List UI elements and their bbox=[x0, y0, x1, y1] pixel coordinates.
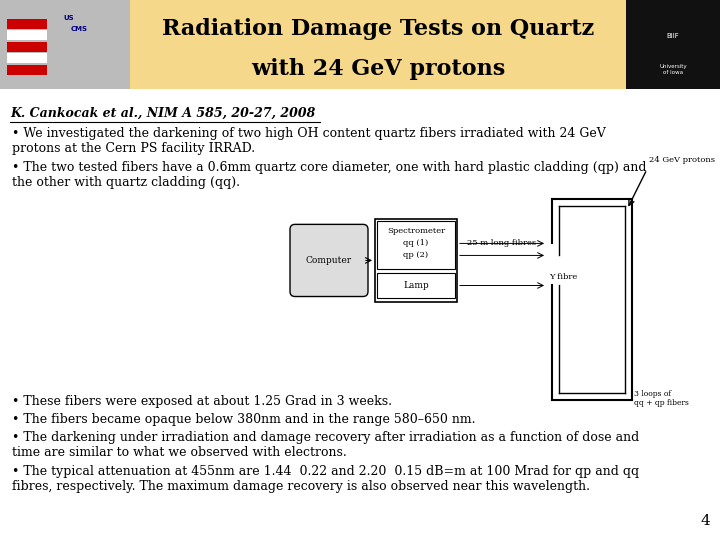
Bar bbox=[7, 42, 47, 52]
Bar bbox=[0, 0, 130, 89]
FancyBboxPatch shape bbox=[290, 225, 368, 296]
Text: • The typical attenuation at 455nm are 1.44  0.22 and 2.20  0.15 dB=m at 100 Mra: • The typical attenuation at 455nm are 1… bbox=[12, 465, 639, 493]
Bar bbox=[375, 219, 457, 301]
Bar bbox=[377, 273, 455, 298]
Text: Computer: Computer bbox=[306, 256, 352, 265]
Text: 25 m long fibres: 25 m long fibres bbox=[467, 239, 536, 247]
Bar bbox=[7, 19, 47, 29]
Text: CMS: CMS bbox=[71, 26, 88, 32]
Bar bbox=[626, 0, 720, 89]
Text: 24 GeV protons: 24 GeV protons bbox=[649, 156, 715, 164]
Text: Lamp: Lamp bbox=[403, 281, 429, 290]
Text: with 24 GeV protons: with 24 GeV protons bbox=[251, 58, 505, 80]
Bar bbox=[7, 30, 47, 40]
Text: • We investigated the darkening of two high OH content quartz fibers irradiated : • We investigated the darkening of two h… bbox=[12, 127, 606, 155]
Text: • The two tested fibers have a 0.6mm quartz core diameter, one with hard plastic: • The two tested fibers have a 0.6mm qua… bbox=[12, 161, 647, 189]
Text: • The fibers became opaque below 380nm and in the range 580–650 nm.: • The fibers became opaque below 380nm a… bbox=[12, 413, 475, 426]
Text: • The darkening under irradiation and damage recovery after irradiation as a fun: • The darkening under irradiation and da… bbox=[12, 431, 639, 459]
Text: BIIF: BIIF bbox=[667, 32, 680, 39]
Text: Y fibre: Y fibre bbox=[549, 273, 577, 281]
Text: 4: 4 bbox=[701, 514, 710, 528]
Text: K. Cankocak et al., NIM A 585, 20-27, 2008: K. Cankocak et al., NIM A 585, 20-27, 20… bbox=[10, 107, 315, 120]
Text: • These fibers were exposed at about 1.25 Grad in 3 weeks.: • These fibers were exposed at about 1.2… bbox=[12, 395, 392, 408]
Text: qp (2): qp (2) bbox=[403, 252, 428, 259]
Bar bbox=[7, 53, 47, 63]
Text: Radiation Damage Tests on Quartz: Radiation Damage Tests on Quartz bbox=[162, 18, 594, 40]
Text: US: US bbox=[63, 15, 73, 21]
Text: qq (1): qq (1) bbox=[403, 239, 428, 247]
Bar bbox=[7, 65, 47, 75]
Bar bbox=[130, 0, 626, 89]
Text: Spectrometer: Spectrometer bbox=[387, 227, 445, 235]
Text: University
of Iowa: University of Iowa bbox=[660, 64, 687, 75]
Bar bbox=[377, 221, 455, 269]
Text: 3 loops of
qq + qp fibers: 3 loops of qq + qp fibers bbox=[634, 390, 689, 407]
